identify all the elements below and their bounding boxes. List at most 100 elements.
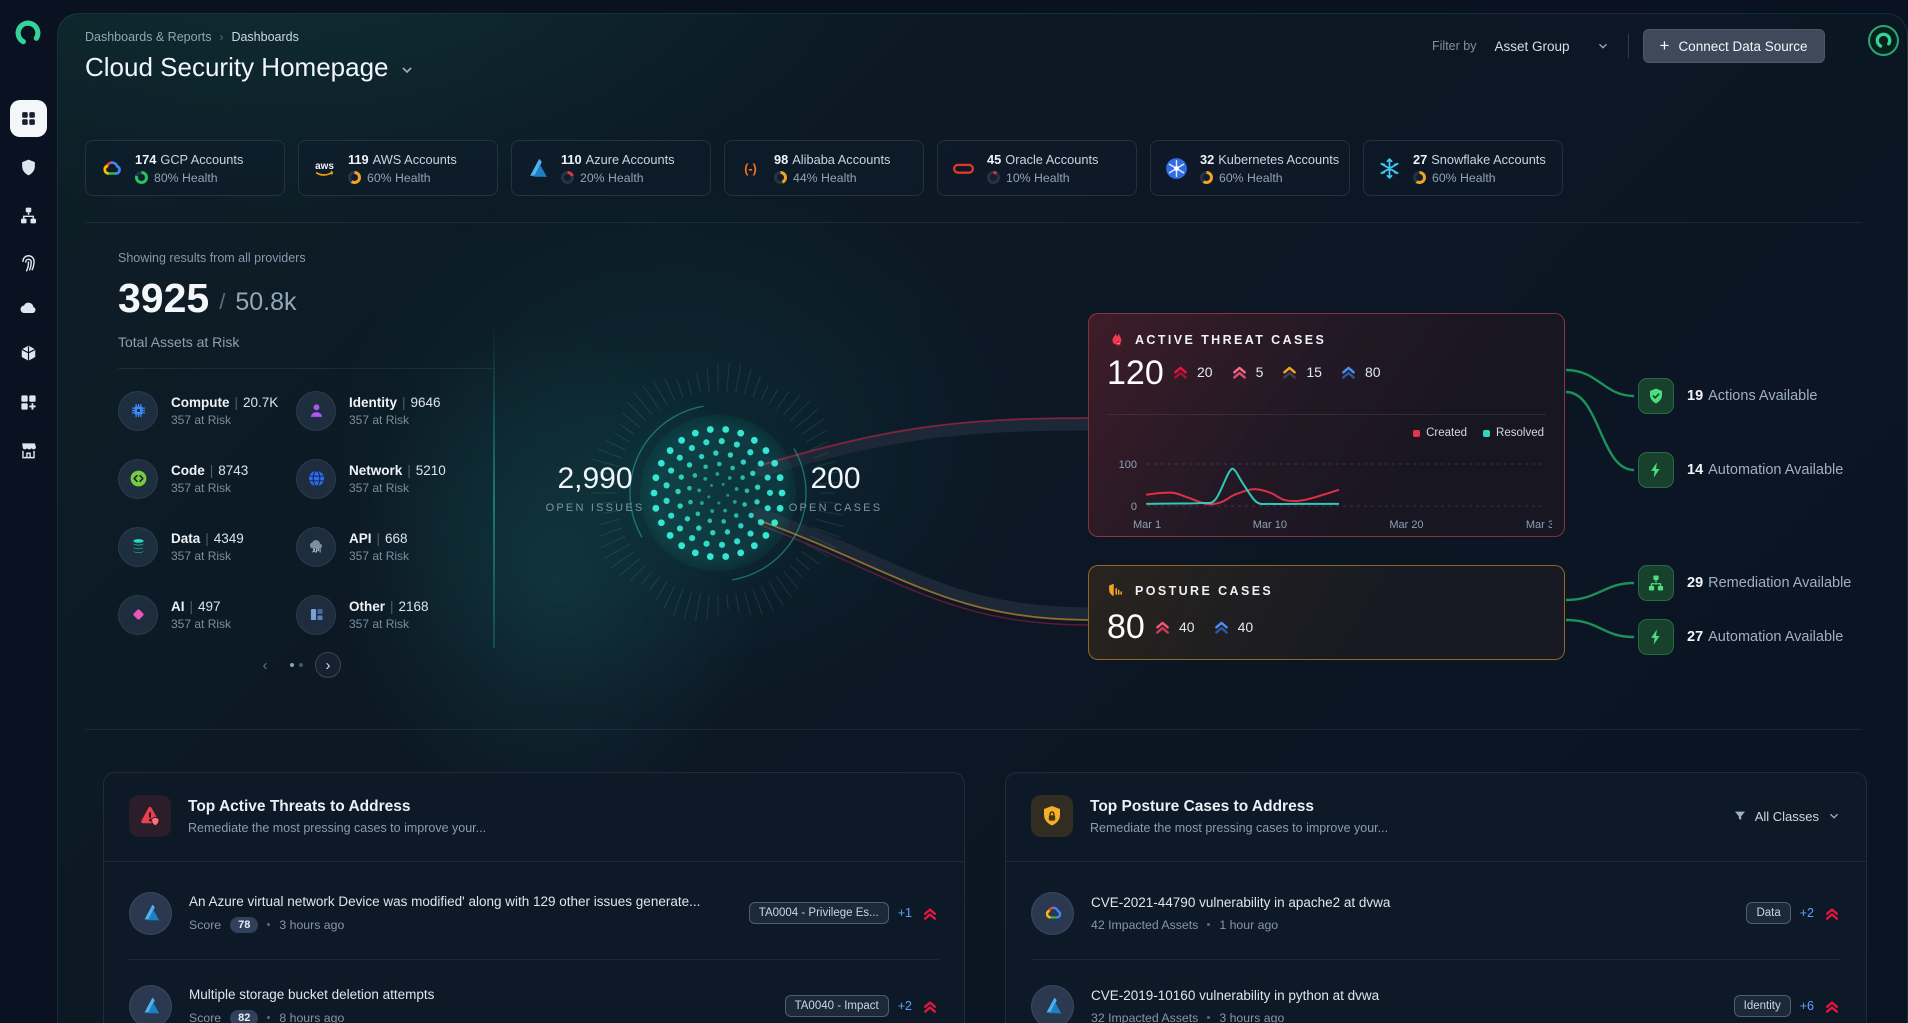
account-card-kubernetes[interactable]: 32 Kubernetes Accounts 60% Health: [1150, 140, 1350, 196]
asset-category-other[interactable]: Other | 2168 357 at Risk: [296, 594, 474, 635]
posture-row[interactable]: CVE-2021-44790 vulnerability in apache2 …: [1006, 867, 1866, 959]
account-card-gcp[interactable]: 174 GCP Accounts 80% Health: [85, 140, 285, 196]
sidebar-item-package[interactable]: [10, 335, 47, 372]
topbar-controls: Filter by Asset Group + Connect Data Sou…: [1432, 28, 1825, 64]
connect-data-source-button[interactable]: + Connect Data Source: [1642, 29, 1825, 63]
breadcrumb: Dashboards & Reports › Dashboards: [85, 30, 299, 44]
sidebar-item-remediation[interactable]: [10, 197, 47, 234]
asset-category-network[interactable]: Network | 5210 357 at Risk: [296, 458, 474, 499]
top-posture-cases-panel: Top Posture Cases to Address Remediate t…: [1005, 772, 1867, 1023]
row-title: Multiple storage bucket deletion attempt…: [189, 986, 435, 1002]
action-actions-available[interactable]: 19 Actions Available: [1638, 378, 1818, 414]
threat-row[interactable]: An Azure virtual network Device was modi…: [104, 867, 964, 959]
postures-panel-subtitle: Remediate the most pressing cases to imp…: [1090, 820, 1389, 835]
category-name-value: Compute | 20.7K: [171, 394, 279, 410]
gcp-icon: [1031, 891, 1074, 935]
active-threat-cases-card[interactable]: ACTIVE THREAT CASES 120 20 5 15 80 Created R…: [1088, 313, 1565, 537]
action-remediation-available[interactable]: 29 Remediation Available: [1638, 565, 1851, 601]
chevron-down-icon: [1830, 813, 1838, 819]
breadcrumb-dashboards[interactable]: Dashboards: [231, 30, 299, 44]
chevron-down-icon[interactable]: [399, 62, 415, 78]
all-classes-label: All Classes: [1754, 808, 1819, 824]
extra-tags-count[interactable]: +1: [897, 906, 912, 920]
account-card-alibaba[interactable]: (-) 98 Alibaba Accounts 44% Health: [724, 140, 924, 196]
tag-pill[interactable]: Identity: [1733, 995, 1791, 1017]
category-name-value: API | 668: [349, 530, 408, 546]
postures-panel-header: Top Posture Cases to Address Remediate t…: [1031, 795, 1841, 837]
severity-count: 40: [1212, 617, 1253, 636]
sidebar-item-marketplace[interactable]: [10, 432, 47, 469]
sidebar-item-cloud[interactable]: [10, 289, 47, 326]
account-count-label: 27 Snowflake Accounts: [1413, 151, 1546, 167]
sidebar-item-fingerprint[interactable]: [10, 244, 47, 281]
asset-category-ai[interactable]: AI | 497 357 at Risk: [118, 594, 296, 635]
row-divider: [129, 959, 939, 960]
posture-row[interactable]: CVE-2019-10160 vulnerability in python a…: [1006, 960, 1866, 1023]
sidebar-item-shield[interactable]: [10, 149, 47, 186]
health-label: 60% Health: [1219, 170, 1283, 185]
category-risk-label: 357 at Risk: [171, 412, 232, 427]
asset-category-api[interactable]: API API | 668 357 at Risk: [296, 526, 474, 567]
extra-tags-count[interactable]: +2: [897, 999, 912, 1013]
health-label: 20% Health: [580, 170, 644, 185]
asset-group-value: Asset Group: [1494, 38, 1570, 54]
tag-pill[interactable]: TA0004 - Privilege Es...: [748, 902, 889, 924]
category-name-value: Code | 8743: [171, 462, 249, 478]
threat-alert-icon: [129, 795, 171, 837]
svg-text:Mar 10: Mar 10: [1253, 519, 1287, 531]
svg-text:0: 0: [1131, 501, 1137, 513]
account-card-aws[interactable]: aws 119 AWS Accounts 60% Health: [298, 140, 498, 196]
action-automation-available[interactable]: 27 Automation Available: [1638, 619, 1843, 655]
snowflake-icon: [1377, 156, 1402, 181]
asset-category-data[interactable]: Data | 4349 357 at Risk: [118, 526, 296, 567]
asset-category-compute[interactable]: Compute | 20.7K 357 at Risk: [118, 390, 296, 431]
action-label: 19 Actions Available: [1687, 388, 1818, 404]
oracle-icon: [951, 156, 976, 181]
account-card-oracle[interactable]: 45 Oracle Accounts 10% Health: [937, 140, 1137, 196]
issues-sphere-visualization: [588, 362, 848, 621]
pagination-next-button[interactable]: ›: [315, 652, 341, 678]
threats-panel-title: Top Active Threats to Address: [188, 797, 411, 815]
legend-created: Created: [1413, 427, 1467, 439]
escalation-chevrons-icon: [1283, 366, 1297, 379]
posture-cases-card[interactable]: POSTURE CASES 80 40 40: [1088, 565, 1565, 660]
tag-pill[interactable]: TA0040 - Impact: [784, 995, 889, 1017]
account-card-azure[interactable]: 110 Azure Accounts 20% Health: [511, 140, 711, 196]
user-avatar[interactable]: [1868, 25, 1899, 56]
sidebar-item-apps-plus[interactable]: [10, 384, 47, 421]
asset-group-dropdown[interactable]: Asset Group: [1490, 33, 1613, 60]
network-icon: [296, 458, 336, 499]
asset-category-code[interactable]: Code | 8743 357 at Risk: [118, 458, 296, 499]
pagination-dot[interactable]: [299, 663, 303, 667]
open-cases-label: OPEN CASES: [788, 502, 883, 514]
showing-results-label: Showing results from all providers: [118, 251, 306, 265]
row-title: CVE-2021-44790 vulnerability in apache2 …: [1091, 894, 1391, 910]
posture-shield-icon: [1107, 582, 1124, 599]
threat-trend-chart: 100 0 Mar 1 Mar 10 Mar 20 Mar 30: [1119, 459, 1552, 531]
pagination-dots: [290, 663, 303, 667]
alibaba-icon: (-): [738, 156, 763, 181]
section-divider: [85, 729, 1862, 730]
breadcrumb-dashboards-reports[interactable]: Dashboards & Reports: [85, 30, 212, 44]
threat-row[interactable]: Multiple storage bucket deletion attempt…: [104, 960, 964, 1023]
health-donut-icon: [774, 171, 787, 184]
extra-tags-count[interactable]: +6: [1799, 999, 1814, 1013]
pagination-prev-button[interactable]: ‹: [262, 656, 268, 674]
account-card-snowflake[interactable]: 27 Snowflake Accounts 60% Health: [1363, 140, 1563, 196]
health-donut-icon: [561, 171, 574, 184]
tag-pill[interactable]: Data: [1746, 902, 1791, 924]
all-classes-filter[interactable]: All Classes: [1733, 809, 1841, 824]
category-risk-label: 357 at Risk: [349, 616, 410, 631]
sidebar-item-dashboard[interactable]: [10, 100, 47, 137]
pagination-dot-active[interactable]: [290, 663, 294, 667]
row-title: CVE-2019-10160 vulnerability in python a…: [1091, 987, 1380, 1003]
orca-logo-icon[interactable]: [13, 18, 43, 48]
topbar-divider: [1627, 34, 1629, 58]
action-automation-available[interactable]: 14 Automation Available: [1638, 452, 1843, 488]
asset-category-identity[interactable]: Identity | 9646 357 at Risk: [296, 390, 474, 431]
extra-tags-count[interactable]: +2: [1799, 906, 1814, 920]
postures-panel-title: Top Posture Cases to Address: [1090, 797, 1314, 815]
azure-icon: [1031, 984, 1074, 1023]
azure-icon: [129, 984, 172, 1023]
